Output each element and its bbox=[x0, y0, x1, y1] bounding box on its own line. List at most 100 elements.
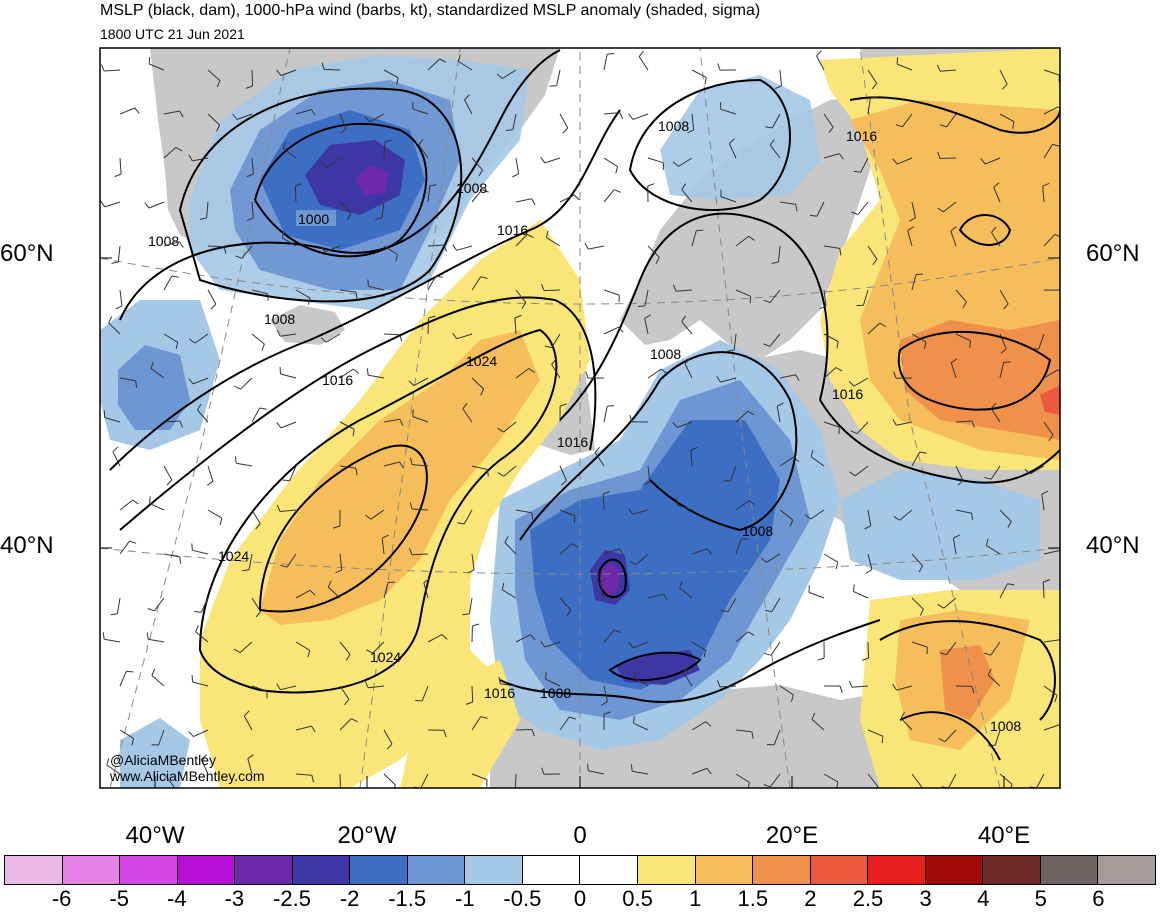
wind-barb bbox=[999, 333, 1007, 349]
colorbar-label: 6 bbox=[1092, 886, 1105, 911]
wind-barb bbox=[119, 377, 136, 382]
isobar-label: 1008 bbox=[264, 311, 295, 327]
wind-barb bbox=[691, 69, 707, 78]
wind-barb bbox=[823, 113, 834, 128]
wind-barb-feather bbox=[811, 712, 816, 720]
wind-barb-feather bbox=[399, 334, 403, 342]
wind-barb bbox=[779, 374, 796, 379]
colorbar-label: -1 bbox=[455, 886, 475, 911]
wind-barb bbox=[991, 232, 1001, 247]
wind-barb-feather bbox=[146, 632, 149, 640]
colorbar-swatch bbox=[5, 856, 63, 884]
wind-barb bbox=[163, 110, 180, 115]
wind-barb-feather bbox=[791, 694, 794, 702]
wind-barb bbox=[106, 764, 121, 775]
wind-barb bbox=[427, 275, 437, 291]
wind-barb bbox=[339, 113, 347, 129]
wind-barb-feather bbox=[594, 446, 600, 453]
wind-barb bbox=[911, 201, 916, 218]
colorbar-swatch bbox=[580, 856, 639, 884]
wind-barb bbox=[295, 589, 311, 599]
wind-barb bbox=[339, 368, 354, 379]
wind-barb bbox=[119, 729, 134, 739]
wind-barb-feather bbox=[839, 685, 843, 693]
wind-barb-feather bbox=[480, 716, 488, 719]
wind-barb-feather bbox=[178, 241, 184, 248]
wind-barb-feather bbox=[629, 560, 637, 566]
wind-barb-feather bbox=[721, 609, 729, 613]
wind-barb bbox=[471, 157, 483, 171]
wind-barb bbox=[383, 729, 393, 745]
wind-barb-feather bbox=[409, 502, 413, 510]
wind-barb-feather bbox=[587, 763, 589, 771]
wind-barb bbox=[943, 597, 957, 609]
wind-barb-feather bbox=[991, 226, 997, 233]
wind-barb-feather bbox=[487, 469, 489, 477]
wind-barb-feather bbox=[281, 230, 285, 238]
wind-barb bbox=[771, 597, 781, 612]
wind-barb-feather bbox=[280, 564, 288, 568]
wind-barb-feather bbox=[243, 710, 250, 717]
wind-barb-feather bbox=[864, 525, 871, 530]
wind-barb bbox=[149, 63, 165, 71]
wind-barb-feather bbox=[443, 730, 447, 738]
wind-barb bbox=[719, 685, 737, 688]
lon-label-40w: 40°W bbox=[125, 822, 185, 849]
wind-barb bbox=[427, 317, 430, 335]
wind-barb bbox=[368, 685, 385, 689]
wind-barb-feather bbox=[938, 738, 946, 743]
wind-barb bbox=[683, 672, 693, 687]
wind-barb-feather bbox=[235, 255, 242, 259]
wind-barb-feather bbox=[207, 480, 214, 486]
wind-barb bbox=[1043, 550, 1060, 555]
wind-barb-feather bbox=[971, 420, 975, 428]
isobar-label: 1024 bbox=[370, 649, 401, 665]
wind-barb-feather bbox=[573, 515, 576, 523]
wind-barb-feather bbox=[334, 790, 341, 792]
wind-barb-feather bbox=[131, 738, 135, 746]
wind-barb-feather bbox=[429, 184, 437, 187]
wind-barb bbox=[116, 597, 121, 614]
wind-barb bbox=[769, 144, 781, 159]
wind-barb bbox=[339, 685, 350, 700]
wind-barb bbox=[603, 629, 615, 643]
wind-barb bbox=[148, 201, 165, 209]
wind-barb bbox=[773, 729, 781, 746]
wind-barb-feather bbox=[703, 650, 707, 658]
wind-barb bbox=[720, 196, 737, 203]
wind-barb bbox=[823, 421, 840, 428]
wind-barb bbox=[603, 189, 615, 203]
wind-barb bbox=[544, 641, 561, 648]
wind-barb-feather bbox=[679, 581, 683, 589]
wind-barb-feather bbox=[559, 403, 567, 407]
wind-barb-feather bbox=[246, 173, 254, 178]
wind-barb bbox=[602, 493, 605, 511]
wind-barb-feather bbox=[544, 345, 552, 349]
wind-barb-feather bbox=[478, 169, 483, 177]
wind-barb-feather bbox=[541, 283, 545, 291]
wind-barb-feather bbox=[320, 337, 327, 343]
wind-barb-feather bbox=[367, 279, 369, 287]
wind-barb bbox=[911, 597, 924, 610]
wind-barb bbox=[251, 509, 261, 524]
wind-barb-feather bbox=[112, 446, 119, 453]
wind-barb-feather bbox=[751, 731, 754, 739]
colorbar-swatch bbox=[1040, 856, 1099, 884]
wind-barb bbox=[810, 509, 825, 520]
wind-barb bbox=[770, 773, 781, 788]
wind-barb bbox=[471, 685, 474, 703]
wind-barb-feather bbox=[853, 170, 861, 173]
wind-barb bbox=[200, 759, 209, 775]
colorbar-label: 2.5 bbox=[852, 886, 884, 911]
wind-barb bbox=[368, 374, 385, 379]
wind-barb-feather bbox=[188, 731, 194, 737]
wind-barb bbox=[779, 509, 794, 521]
wind-barb-feather bbox=[364, 681, 369, 688]
wind-barb bbox=[691, 641, 706, 651]
wind-barb-feather bbox=[763, 343, 770, 347]
colorbar-label: 5 bbox=[1034, 886, 1047, 911]
wind-barb bbox=[769, 333, 781, 347]
colorbar-swatch bbox=[235, 856, 293, 884]
wind-barb-feather bbox=[584, 242, 589, 250]
wind-barb-feather bbox=[705, 721, 712, 727]
